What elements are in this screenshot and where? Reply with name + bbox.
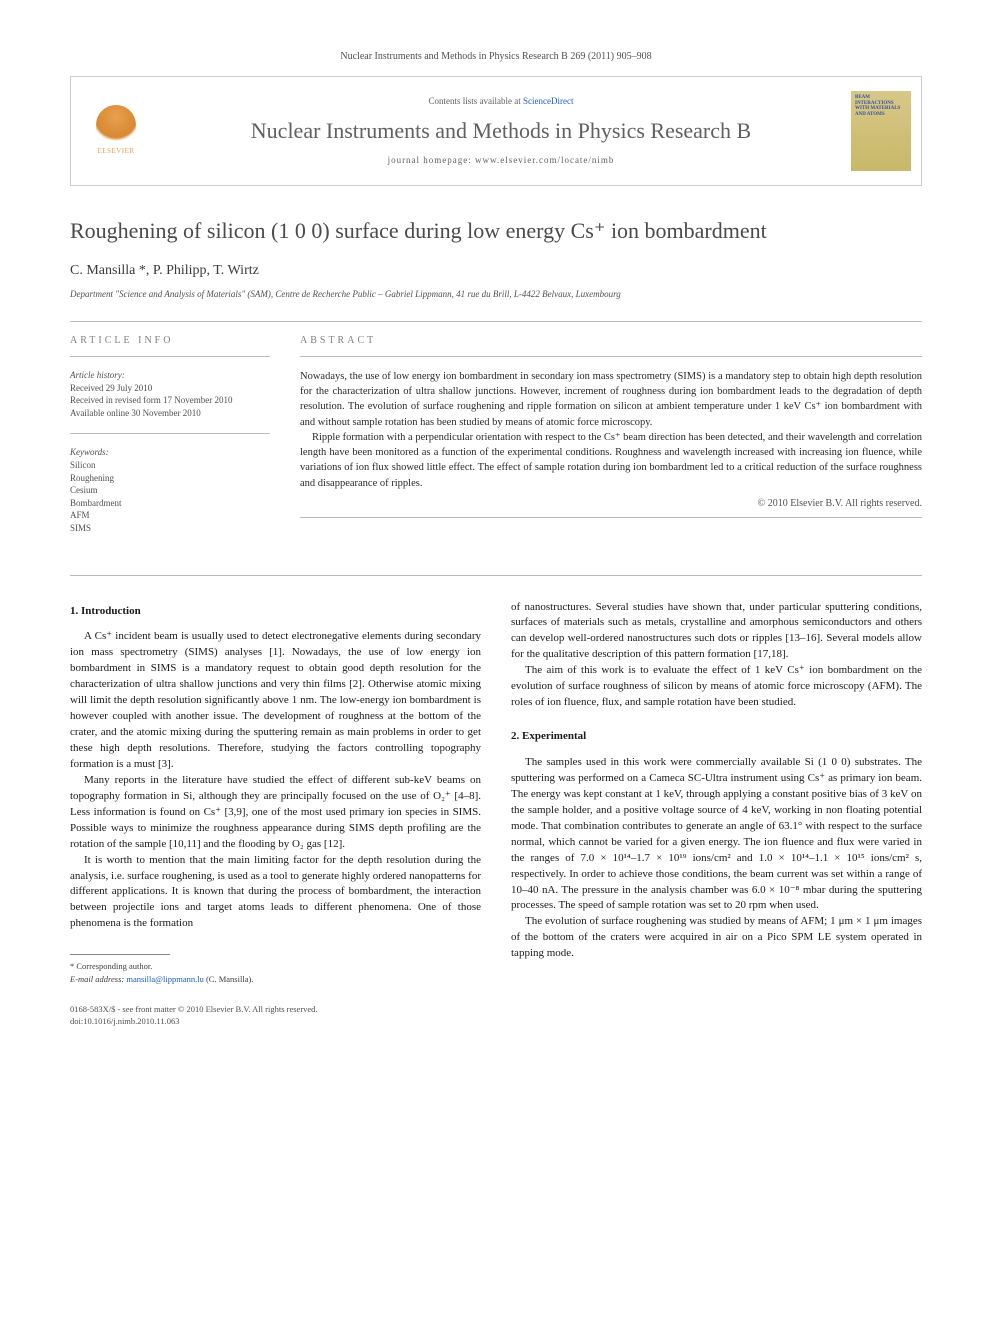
article-info-column: ARTICLE INFO Article history: Received 2… (70, 334, 270, 549)
keyword: Bombardment (70, 498, 122, 508)
keyword: Silicon (70, 460, 96, 470)
front-matter-footer: 0168-583X/$ - see front matter © 2010 El… (70, 1003, 481, 1028)
body-p: of nanostructures. Several studies have … (511, 600, 922, 664)
keyword: Cesium (70, 485, 98, 495)
section-1-heading: 1. Introduction (70, 604, 481, 620)
email-label: E-mail address: (70, 974, 126, 984)
body-right-column: of nanostructures. Several studies have … (511, 600, 922, 1028)
body-p: Many reports in the literature have stud… (70, 773, 481, 853)
keywords-block: Keywords: Silicon Roughening Cesium Bomb… (70, 446, 270, 534)
divider (300, 356, 922, 357)
journal-header-box: ELSEVIER Contents lists available at Sci… (70, 76, 922, 186)
article-info-heading: ARTICLE INFO (70, 334, 270, 348)
divider (70, 321, 922, 322)
received-date: Received 29 July 2010 (70, 383, 152, 393)
elsevier-logo-text: ELSEVIER (97, 147, 134, 157)
abstract-copyright: © 2010 Elsevier B.V. All rights reserved… (300, 497, 922, 511)
divider (70, 575, 922, 576)
keyword: Roughening (70, 473, 114, 483)
journal-homepage-line: journal homepage: www.elsevier.com/locat… (388, 154, 615, 167)
author-list: C. Mansilla *, P. Philipp, T. Wirtz (70, 261, 922, 281)
revised-date: Received in revised form 17 November 201… (70, 395, 232, 405)
contents-available-line: Contents lists available at ScienceDirec… (429, 95, 574, 108)
journal-name: Nuclear Instruments and Methods in Physi… (251, 116, 751, 147)
article-title: Roughening of silicon (1 0 0) surface du… (70, 216, 922, 247)
body-p: It is worth to mention that the main lim… (70, 853, 481, 933)
homepage-prefix: journal homepage: (388, 155, 475, 165)
doi-line: doi:10.1016/j.nimb.2010.11.063 (70, 1015, 481, 1027)
divider (300, 517, 922, 518)
article-history-label: Article history: (70, 370, 125, 380)
body-p: The aim of this work is to evaluate the … (511, 663, 922, 711)
keyword: AFM (70, 510, 90, 520)
journal-cover-block: BEAM INTERACTIONS WITH MATERIALS AND ATO… (841, 77, 921, 185)
divider (70, 356, 270, 357)
elsevier-logo: ELSEVIER (86, 96, 146, 166)
corr-email-link[interactable]: mansilla@lippmann.lu (126, 974, 203, 984)
corresponding-author-footnote: * Corresponding author. E-mail address: … (70, 960, 481, 985)
journal-cover-thumbnail: BEAM INTERACTIONS WITH MATERIALS AND ATO… (851, 91, 911, 171)
contents-prefix: Contents lists available at (429, 96, 523, 106)
section-2-heading: 2. Experimental (511, 729, 922, 745)
body-p: A Cs⁺ incident beam is usually used to d… (70, 629, 481, 772)
keywords-label: Keywords: (70, 447, 109, 457)
footnote-separator (70, 954, 170, 955)
sciencedirect-link[interactable]: ScienceDirect (523, 96, 573, 106)
body-p: The samples used in this work were comme… (511, 755, 922, 914)
abstract-column: ABSTRACT Nowadays, the use of low energy… (300, 334, 922, 549)
email-who: (C. Mansilla). (204, 974, 254, 984)
body-two-column: 1. Introduction A Cs⁺ incident beam is u… (70, 600, 922, 1028)
online-date: Available online 30 November 2010 (70, 408, 201, 418)
body-p: The evolution of surface roughening was … (511, 914, 922, 962)
homepage-url: www.elsevier.com/locate/nimb (475, 155, 614, 165)
journal-header-center: Contents lists available at ScienceDirec… (161, 77, 841, 185)
divider (70, 433, 270, 434)
header-citation: Nuclear Instruments and Methods in Physi… (70, 50, 922, 64)
corr-author-marker: * Corresponding author. (70, 961, 152, 971)
abstract-text: Nowadays, the use of low energy ion bomb… (300, 369, 922, 491)
keyword: SIMS (70, 523, 91, 533)
abstract-heading: ABSTRACT (300, 334, 922, 348)
body-left-column: 1. Introduction A Cs⁺ incident beam is u… (70, 600, 481, 1028)
publisher-logo-block: ELSEVIER (71, 77, 161, 185)
elsevier-tree-icon (96, 105, 136, 145)
abstract-p2: Ripple formation with a perpendicular or… (300, 430, 922, 491)
issn-line: 0168-583X/$ - see front matter © 2010 El… (70, 1003, 481, 1015)
abstract-p1: Nowadays, the use of low energy ion bomb… (300, 369, 922, 430)
author-affiliation: Department "Science and Analysis of Mate… (70, 288, 922, 301)
article-history-block: Article history: Received 29 July 2010 R… (70, 369, 270, 419)
